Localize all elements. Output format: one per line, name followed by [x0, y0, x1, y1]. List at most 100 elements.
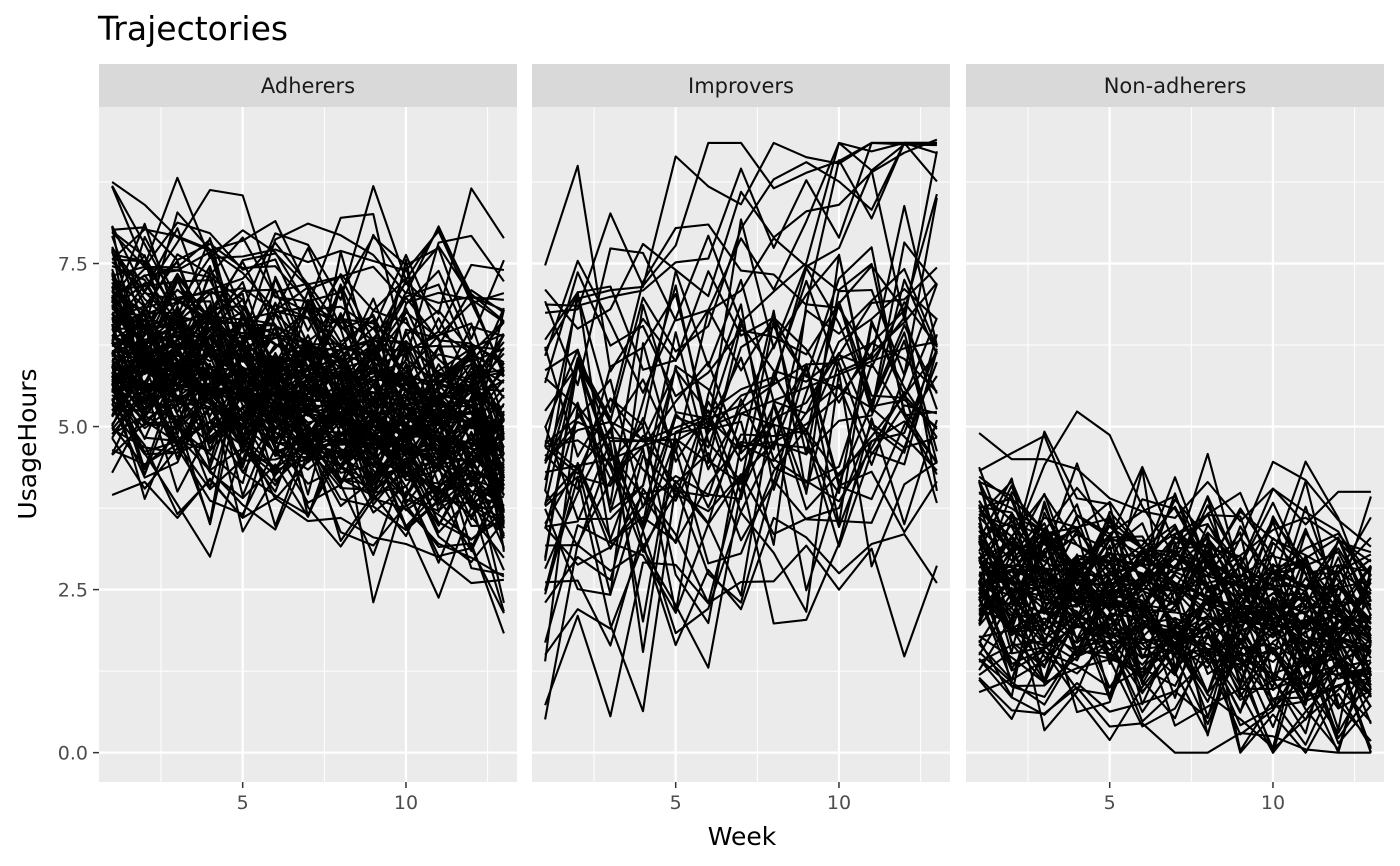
trajectory-line [111, 222, 505, 428]
trajectory-line [978, 504, 1372, 620]
trajectory-line [544, 151, 938, 471]
trajectory-line [978, 627, 1372, 727]
trajectory-line [978, 515, 1372, 685]
trajectory-line [544, 361, 938, 570]
trajectory-line [978, 460, 1372, 590]
trajectory-line [544, 141, 937, 448]
trajectory-line [978, 500, 1372, 624]
y-tick-label: 0.0 [58, 743, 88, 765]
facet-strip-label: Non-adherers [1104, 74, 1247, 98]
trajectory-lines [978, 410, 1372, 754]
trajectory-line [111, 185, 505, 323]
trajectory-line [544, 270, 938, 475]
x-axis-title: Week [708, 822, 777, 851]
trajectory-line [978, 462, 1372, 611]
trajectory-line [545, 350, 938, 669]
trajectory-line [978, 582, 1372, 637]
trajectory-line [544, 334, 938, 480]
trajectory-line [111, 402, 505, 578]
trajectory-line [978, 536, 1372, 706]
trajectory-line [111, 343, 505, 539]
trajectory-lines [111, 176, 505, 634]
y-tick-label: 7.5 [58, 254, 88, 276]
x-tick-label: 5 [1104, 792, 1116, 814]
trajectory-line [544, 342, 938, 597]
trajectory-line [978, 476, 1372, 642]
trajectory-line [111, 425, 505, 531]
trajectory-line [978, 487, 1372, 603]
trajectory-line [111, 410, 505, 530]
trajectory-line [978, 526, 1372, 676]
trajectory-line [978, 491, 1372, 609]
trajectory-line [111, 365, 505, 529]
trajectory-line [978, 557, 1372, 726]
facet-panel-adherers: Adherers 5 10 [99, 64, 517, 814]
trajectory-line [544, 141, 937, 414]
trajectory-line [111, 385, 505, 512]
trajectory-line [978, 432, 1371, 526]
trajectory-line [978, 540, 1372, 713]
trajectory-line [111, 351, 505, 500]
trajectory-line [978, 496, 1372, 653]
trajectory-line [544, 544, 938, 718]
trajectory-line [111, 181, 505, 324]
trajectory-line [978, 410, 1372, 603]
trajectory-line [544, 516, 938, 656]
trajectory-line [978, 498, 1372, 631]
trajectory-line [978, 607, 1372, 735]
trajectory-lines [544, 138, 938, 720]
facet-strip [99, 64, 517, 107]
trajectory-line [978, 577, 1372, 695]
trajectory-line [544, 303, 938, 662]
trajectory-line [111, 300, 505, 484]
trajectory-line [544, 325, 938, 509]
trajectory-line [978, 505, 1372, 740]
x-tick-label: 5 [670, 792, 682, 814]
x-tick-label: 10 [394, 792, 418, 814]
trajectory-line [111, 477, 505, 585]
trajectory-line [978, 534, 1372, 677]
trajectory-line [544, 300, 938, 543]
trajectory-line [111, 322, 505, 455]
trajectory-line [111, 253, 505, 406]
trajectory-line [111, 249, 505, 479]
trajectory-line [978, 627, 1372, 754]
y-tick-label: 5.0 [58, 417, 88, 439]
trajectory-line [544, 141, 938, 422]
trajectory-line [111, 353, 505, 480]
y-axis-title: UsageHours [13, 368, 42, 519]
trajectory-line [544, 266, 938, 502]
facet-panel-improvers: Improvers 5 10 [532, 64, 950, 814]
trajectory-line [111, 247, 505, 380]
facet-panel-non-adherers: Non-adherers 5 10 [966, 64, 1384, 814]
trajectory-line [544, 420, 938, 720]
trajectory-line [544, 283, 938, 625]
trajectory-line [544, 262, 938, 521]
trajectory-line [978, 532, 1372, 665]
trajectory-line [978, 586, 1372, 736]
facet-panels: Adherers 5 10 Improvers 5 10 Non-adherers 5 10 [99, 64, 1384, 814]
facet-strip [966, 64, 1384, 107]
trajectory-line [978, 430, 1372, 639]
trajectory-line [111, 375, 505, 571]
facet-strip [532, 64, 950, 107]
y-tick-label: 2.5 [58, 580, 88, 602]
trajectory-line [544, 436, 938, 713]
trajectory-line [978, 612, 1372, 754]
trajectory-line [544, 394, 938, 509]
trajectory-line [111, 340, 505, 448]
trajectory-line [111, 236, 505, 421]
facet-strip-label: Improvers [688, 74, 794, 98]
trajectory-line [544, 246, 938, 417]
trajectory-line [544, 141, 938, 387]
trajectory-line [112, 226, 505, 325]
y-axis: 0.0 2.5 5.0 7.5 [58, 254, 99, 765]
trajectory-line [544, 340, 938, 474]
facet-strip-label: Adherers [261, 74, 355, 98]
trajectory-line [978, 479, 1371, 609]
x-tick-label: 10 [827, 792, 851, 814]
x-tick-label: 5 [237, 792, 249, 814]
trajectory-line [978, 556, 1372, 745]
x-tick-label: 10 [1261, 792, 1285, 814]
